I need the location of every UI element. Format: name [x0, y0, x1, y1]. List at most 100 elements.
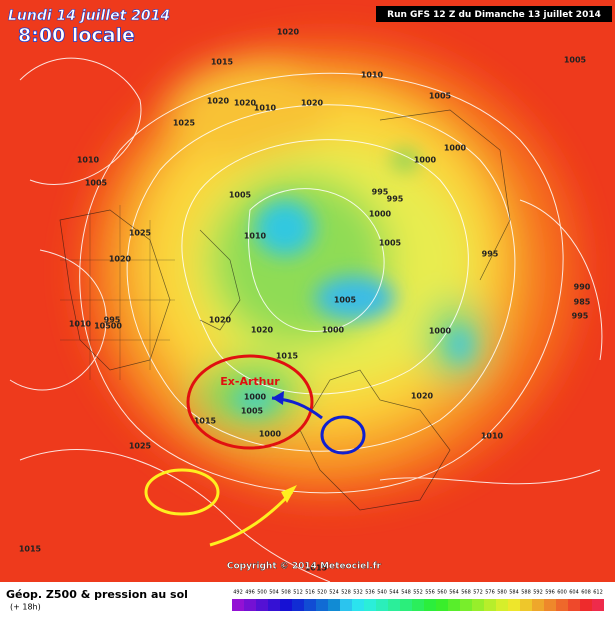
legend-swatch	[292, 599, 304, 611]
annotation-label: Ex-Arthur	[220, 375, 280, 388]
legend-swatch	[508, 599, 520, 611]
legend-swatch	[592, 599, 604, 611]
isobar-label: 1020	[411, 392, 434, 401]
isobar-label: 1010	[254, 104, 277, 113]
isobar-label: 1010	[69, 320, 92, 329]
isobar-label: 990	[574, 283, 591, 292]
isobar-label: 1020	[234, 99, 257, 108]
legend-label: 504	[269, 590, 279, 596]
color-legend: 492 496 500 504 508 512 516 520 524 528 532 536 540 5…	[232, 590, 604, 611]
legend-label: 552	[413, 590, 423, 596]
time-label: 8:00 locale	[18, 25, 135, 47]
isobar-label: 1005	[429, 92, 452, 101]
run-banner	[376, 6, 612, 22]
isobar-label: 1000	[444, 144, 467, 153]
isobar-label: 1000	[322, 326, 345, 335]
legend-label: 588	[521, 590, 531, 596]
legend-swatch	[352, 599, 364, 611]
legend-swatch	[280, 599, 292, 611]
legend-label: 568	[461, 590, 471, 596]
isobar-label: 1000	[244, 393, 267, 402]
isobar-label: 995	[104, 316, 121, 325]
footer-lead: (+ 18h)	[10, 603, 41, 612]
isobar-label: 1005	[334, 296, 357, 305]
legend-label: 572	[473, 590, 483, 596]
legend-label: 596	[545, 590, 555, 596]
legend-label: 528	[341, 590, 351, 596]
legend-swatch	[388, 599, 400, 611]
isobar-label: 1020	[207, 97, 230, 106]
legend-label: 576	[485, 590, 495, 596]
isobar-label: 1020	[301, 99, 324, 108]
highlight-circle	[186, 354, 314, 450]
legend-swatch	[424, 599, 436, 611]
isobar-label: 1000	[259, 430, 282, 439]
isobar-label: 1015	[211, 58, 234, 67]
legend-label: 512	[293, 590, 303, 596]
legend-swatch	[256, 599, 268, 611]
header: Lundi 14 juillet 2014 8:00 locale Run GF…	[8, 6, 612, 572]
date-label: Lundi 14 juillet 2014	[8, 8, 170, 24]
legend-swatch	[244, 599, 256, 611]
legend-label: 524	[329, 590, 339, 596]
isobar-label: 1015	[276, 352, 299, 361]
isobar-label: 1020	[251, 326, 274, 335]
legend-label: 540	[377, 590, 387, 596]
isobar-label: 1025	[173, 119, 196, 128]
legend-swatch	[232, 599, 244, 611]
legend-swatch	[436, 599, 448, 611]
isobar-label: 995	[482, 250, 499, 259]
isobar-label: 1020	[109, 255, 132, 264]
legend-swatch	[376, 599, 388, 611]
legend-label: 516	[305, 590, 315, 596]
isobar-label: 1010	[361, 71, 384, 80]
isobar-label: 995	[387, 195, 404, 204]
annotations: Ex-Arthur	[144, 354, 366, 547]
legend-label: 600	[557, 590, 567, 596]
isobar-label: 1005	[85, 179, 108, 188]
legend-swatch	[412, 599, 424, 611]
legend-swatch	[304, 599, 316, 611]
legend-label: 544	[389, 590, 399, 596]
legend-label: 496	[245, 590, 255, 596]
legend-swatch	[328, 599, 340, 611]
isobar-label: 1000	[414, 156, 437, 165]
legend-swatch	[472, 599, 484, 611]
isobar-label: 1020	[209, 316, 232, 325]
copyright: Copyright © 2014 Meteociel.fr	[227, 562, 382, 572]
isobar-label: 1015	[19, 545, 42, 554]
arrow-head	[281, 485, 297, 503]
legend-swatch	[364, 599, 376, 611]
isobar-label: 1005	[229, 191, 252, 200]
legend-label: 584	[509, 590, 519, 596]
isobar-label: 985	[574, 298, 591, 307]
legend-swatch	[460, 599, 472, 611]
isobar-label: 1000	[369, 210, 392, 219]
legend-label: 556	[425, 590, 435, 596]
highlight-circle	[144, 468, 220, 516]
legend-swatch	[544, 599, 556, 611]
legend-label: 492	[233, 590, 243, 596]
legend-swatch	[580, 599, 592, 611]
legend-label: 560	[437, 590, 447, 596]
footer: Géop. Z500 & pression au sol (+ 18h) 492…	[0, 582, 615, 615]
run-label: Run GFS 12 Z du Dimanche 13 juillet 2014	[387, 10, 601, 20]
isobar-label: 1025	[129, 442, 152, 451]
legend-swatch	[484, 599, 496, 611]
arrow	[209, 490, 294, 547]
legend-label: 612	[593, 590, 603, 596]
legend-swatch	[556, 599, 568, 611]
legend-swatch	[532, 599, 544, 611]
isobar-label: 995	[572, 312, 589, 321]
legend-label: 592	[533, 590, 543, 596]
isobar-label: 995	[372, 188, 389, 197]
legend-swatch	[496, 599, 508, 611]
legend-swatch	[268, 599, 280, 611]
isobar-label: 10500	[94, 322, 122, 331]
map-background	[0, 0, 615, 583]
arrow-head	[272, 391, 284, 405]
highlight-circle	[320, 415, 366, 455]
isobar-label: 1005	[241, 407, 264, 416]
